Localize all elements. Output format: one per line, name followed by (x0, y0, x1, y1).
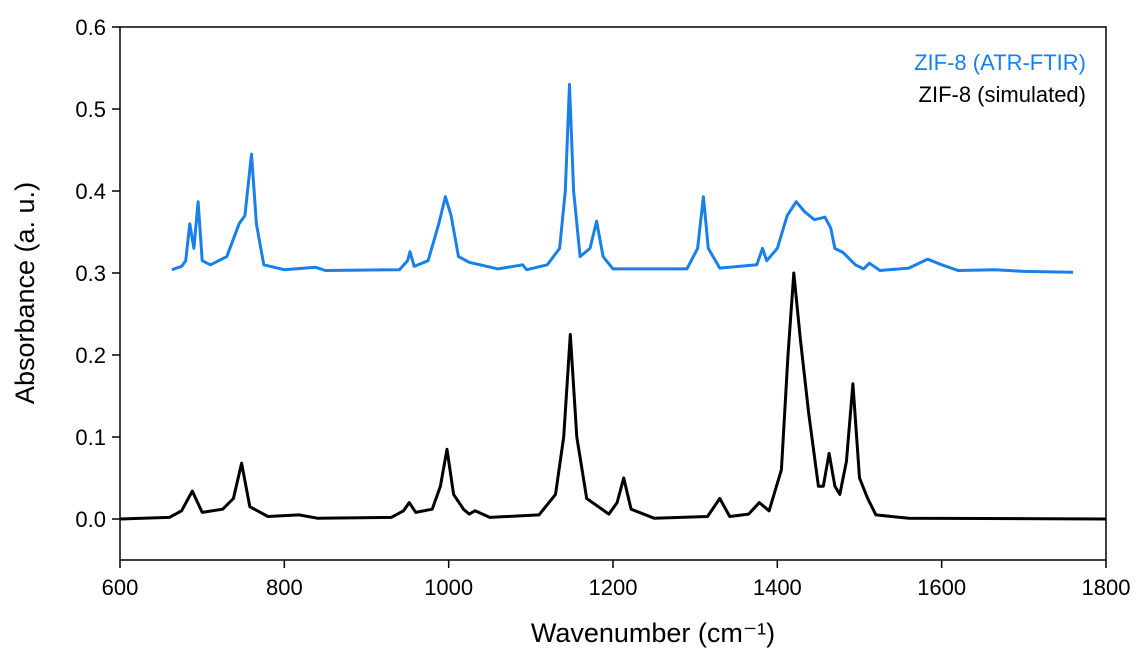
y-tick-label: 0.4 (75, 179, 106, 204)
series-line (171, 82, 1074, 274)
x-tick-label: 600 (102, 575, 139, 600)
y-tick-label: 0.5 (75, 97, 106, 122)
y-tick-label: 0.1 (75, 425, 106, 450)
x-tick-label: 1400 (753, 575, 802, 600)
legend-entry: ZIF-8 (simulated) (919, 82, 1086, 107)
y-tick-label: 0.3 (75, 261, 106, 286)
x-axis-label: Wavenumber (cm⁻¹) (531, 618, 775, 648)
y-tick-label: 0.2 (75, 343, 106, 368)
x-tick-label: 800 (266, 575, 303, 600)
y-tick-label: 0.6 (75, 15, 106, 40)
x-tick-label: 1800 (1082, 575, 1131, 600)
y-tick-label: 0.0 (75, 507, 106, 532)
x-tick-label: 1600 (917, 575, 966, 600)
legend-entry: ZIF-8 (ATR-FTIR) (914, 50, 1086, 75)
x-tick-label: 1000 (424, 575, 473, 600)
y-axis-label: Absorbance (a. u.) (10, 182, 40, 404)
series-line (119, 271, 1107, 521)
x-tick-label: 1200 (589, 575, 638, 600)
